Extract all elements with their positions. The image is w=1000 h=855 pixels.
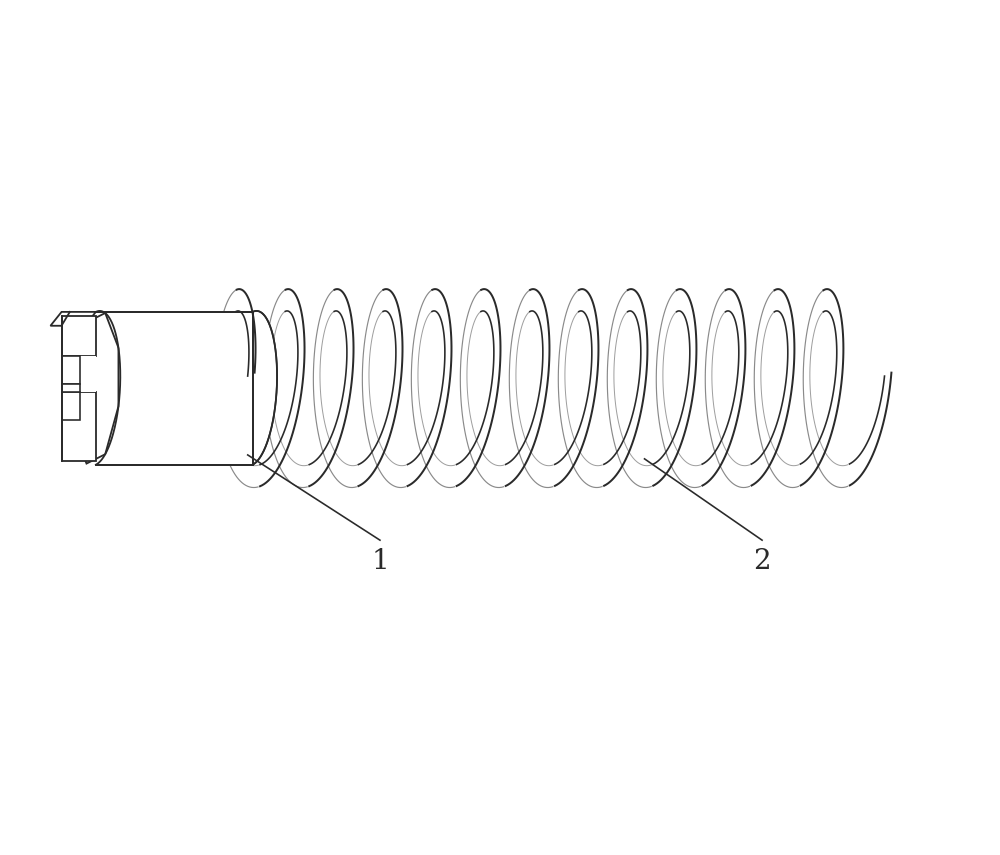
Polygon shape — [96, 312, 253, 465]
Polygon shape — [62, 315, 96, 357]
Polygon shape — [62, 357, 80, 385]
Polygon shape — [253, 311, 277, 465]
Polygon shape — [62, 385, 80, 392]
Polygon shape — [50, 312, 96, 326]
Polygon shape — [62, 357, 96, 392]
Text: 2: 2 — [753, 548, 771, 575]
Text: 1: 1 — [371, 548, 389, 575]
Polygon shape — [62, 392, 96, 461]
Polygon shape — [62, 392, 80, 421]
Polygon shape — [73, 313, 118, 463]
